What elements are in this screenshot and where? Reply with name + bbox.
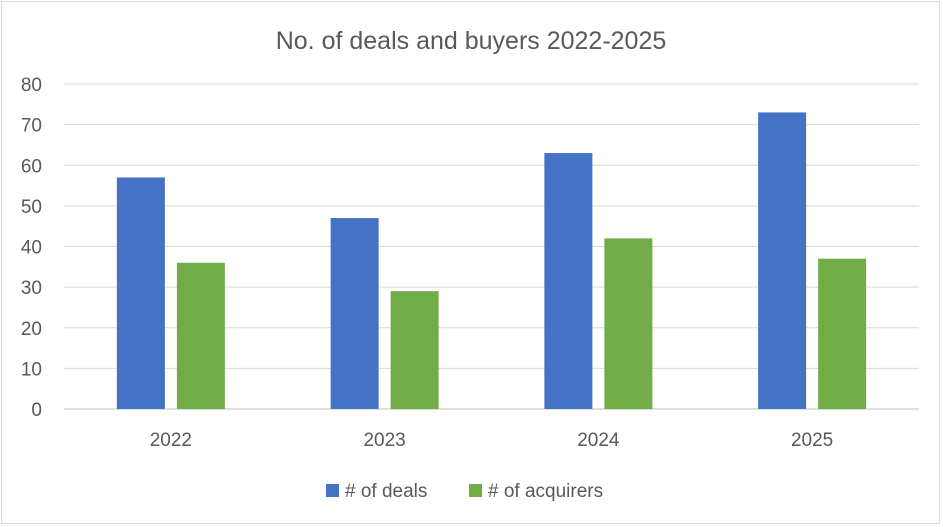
- bar-2022-acquirers: [176, 262, 225, 409]
- legend-label-deals: # of deals: [345, 481, 427, 502]
- bar-2025-acquirers: [818, 258, 867, 409]
- legend-swatch-deals: [326, 484, 339, 497]
- y-tick-label: 70: [21, 116, 42, 137]
- y-tick-label: 0: [31, 400, 42, 421]
- bars: [116, 112, 867, 409]
- y-tick-label: 40: [21, 238, 42, 259]
- bar-2023-acquirers: [390, 291, 439, 409]
- x-axis: 2022 2023 2024 2025: [150, 430, 834, 451]
- x-tick-label: 2023: [363, 430, 405, 451]
- x-tick-label: 2025: [791, 430, 833, 451]
- bar-2023-deals: [330, 218, 379, 409]
- bar-2025-deals: [758, 112, 807, 409]
- legend-label-acquirers: # of acquirers: [488, 481, 603, 502]
- y-tick-label: 30: [21, 278, 42, 299]
- legend: # of deals # of acquirers: [326, 481, 603, 502]
- legend-swatch-acquirers: [469, 484, 482, 497]
- chart-title: No. of deals and buyers 2022-2025: [276, 27, 667, 55]
- y-tick-label: 10: [21, 359, 42, 380]
- x-tick-label: 2024: [577, 430, 620, 451]
- bar-2024-deals: [544, 153, 593, 409]
- y-axis: 0 10 20 30 40 50 60 70 80: [21, 75, 42, 421]
- bar-2024-acquirers: [604, 238, 653, 409]
- y-tick-label: 50: [21, 197, 42, 218]
- bar-2022-deals: [116, 177, 165, 409]
- y-tick-label: 60: [21, 156, 42, 177]
- x-tick-label: 2022: [150, 430, 192, 451]
- y-tick-label: 80: [21, 75, 42, 96]
- y-tick-label: 20: [21, 319, 42, 340]
